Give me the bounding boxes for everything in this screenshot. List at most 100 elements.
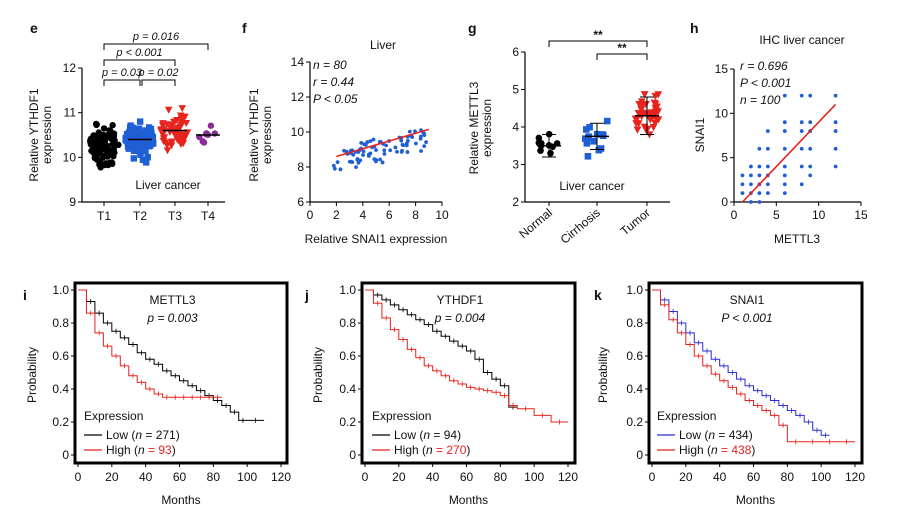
x-tick-label: 6 <box>386 208 393 222</box>
data-point <box>799 120 804 125</box>
data-point <box>384 143 388 148</box>
x-tick-label: T4 <box>201 209 215 223</box>
data-point <box>338 167 343 172</box>
y-tick-label: 5 <box>721 151 728 165</box>
panel-label-e: e <box>30 20 38 36</box>
y-axis-label: SNAI1 <box>693 117 707 152</box>
x-tick-label: 0 <box>731 208 738 222</box>
data-point <box>740 191 745 196</box>
data-point <box>163 147 172 155</box>
legend-n-value: = 93 <box>145 443 172 457</box>
data-point <box>393 145 398 150</box>
x-tick-label: 40 <box>426 470 440 484</box>
x-tick-label: 100 <box>524 470 544 484</box>
chart-h: 0 5 10 15 0 5 10 15 SNAI1 METTL3 IHC liver cancer r… <box>693 33 868 246</box>
panel-label-h: h <box>690 20 699 36</box>
x-tick-label: 10 <box>812 208 826 222</box>
y-axis-label-line: SNAI1 <box>693 117 707 152</box>
legend-name: High ( <box>394 443 426 457</box>
data-point <box>782 93 787 98</box>
data-point <box>535 134 543 142</box>
data-point <box>647 109 656 117</box>
chart-title: SNAI1 <box>730 293 765 307</box>
stat-text: r = 0.44 <box>313 75 354 89</box>
y-tick-label: 10 <box>291 125 305 139</box>
legend-close: ) <box>749 428 753 442</box>
data-point <box>331 163 336 168</box>
data-point <box>139 156 147 164</box>
data-point <box>142 159 150 166</box>
legend-name: High ( <box>106 443 138 457</box>
data-point <box>138 138 146 146</box>
data-point <box>136 148 143 155</box>
data-point <box>413 141 418 146</box>
legend-name: Low ( <box>679 428 708 442</box>
x-tick-label: 0 <box>362 470 369 484</box>
y-axis-label-line: Probability <box>25 347 39 403</box>
p-value: p = 0.004 <box>434 311 486 325</box>
legend-n-value: = 270 <box>433 443 467 457</box>
data-point <box>799 129 804 133</box>
data-point <box>342 148 346 153</box>
y-tick-label: 2 <box>512 195 519 209</box>
x-tick-label: 10 <box>435 208 449 222</box>
x-axis-label: Relative SNAI1 expression <box>305 232 448 246</box>
comparison-label: ** <box>617 41 627 55</box>
data-point <box>374 148 378 152</box>
fit-line <box>336 128 430 158</box>
stat-text: n = 80 <box>313 58 347 72</box>
comparison-label: p = 0.03 <box>101 67 143 79</box>
legend-title: Expression <box>657 409 716 423</box>
p-value: p = 0.003 <box>146 311 198 325</box>
legend-close: ) <box>176 428 180 442</box>
x-tick-label: 20 <box>679 470 693 484</box>
data-point <box>799 182 804 187</box>
data-point <box>799 146 804 151</box>
legend-name: Low ( <box>394 428 423 442</box>
x-tick-label: 80 <box>207 470 221 484</box>
data-point <box>130 155 137 162</box>
data-point <box>782 120 787 125</box>
data-point <box>419 149 423 153</box>
data-point <box>175 135 183 143</box>
legend-label: High (n = 438) <box>679 443 755 457</box>
x-tick-label: 100 <box>811 470 831 484</box>
survival-curve <box>652 289 855 443</box>
x-axis-label: METTL3 <box>774 232 820 246</box>
data-point <box>757 146 762 151</box>
data-point <box>177 122 186 130</box>
data-point <box>130 147 138 155</box>
y-tick-label: 10 <box>63 150 77 164</box>
data-point <box>361 149 366 154</box>
y-tick-label: 1.0 <box>52 283 69 297</box>
data-point <box>368 139 373 143</box>
data-point <box>335 160 340 165</box>
legend-n-value: = 94 <box>430 428 457 442</box>
data-point <box>654 91 663 99</box>
y-tick-label: 0.6 <box>626 349 643 363</box>
y-tick-label: 4 <box>512 120 519 134</box>
data-point <box>597 145 605 152</box>
data-point <box>410 135 415 139</box>
data-point <box>637 98 646 106</box>
x-tick-label: 60 <box>747 470 761 484</box>
data-point <box>168 138 176 146</box>
data-point <box>100 125 108 132</box>
data-point <box>347 159 352 164</box>
y-axis-label: Probability <box>25 347 39 403</box>
data-point <box>749 164 753 169</box>
y-tick-label: 14 <box>291 55 305 69</box>
data-point <box>354 165 358 170</box>
data-point <box>142 129 150 136</box>
y-axis-label: Probability <box>311 347 325 403</box>
data-point <box>782 164 787 169</box>
data-point <box>757 173 762 178</box>
data-point <box>422 144 427 149</box>
legend-n-symbol: n <box>708 428 715 442</box>
data-point <box>833 164 838 169</box>
data-point <box>148 129 155 137</box>
y-axis-label-line: Probability <box>596 347 610 403</box>
x-tick-label: 80 <box>494 470 508 484</box>
data-point <box>332 166 337 171</box>
data-point <box>101 133 108 140</box>
